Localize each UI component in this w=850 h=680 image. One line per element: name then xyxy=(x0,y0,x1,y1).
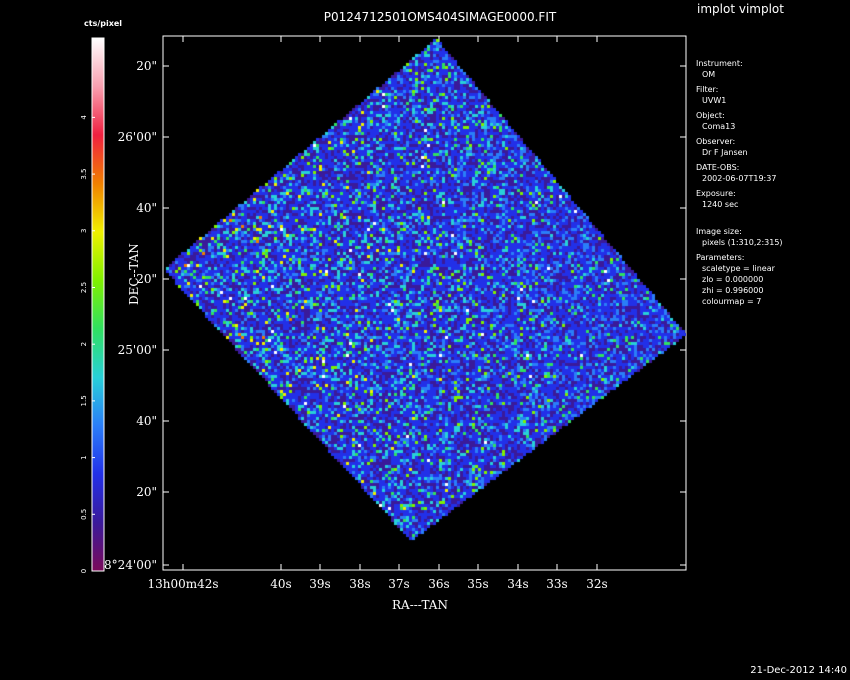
y-axis-label: DEC--TAN xyxy=(127,243,141,305)
metadata-value: colourmap = 7 xyxy=(702,297,762,306)
x-tick-label: 34s xyxy=(507,577,528,591)
x-tick-label: 35s xyxy=(467,577,488,591)
x-tick-label: 36s xyxy=(428,577,449,591)
colorbar-tick-label: 1.5 xyxy=(80,395,88,406)
metadata-key: Image size: xyxy=(696,227,742,236)
x-tick-label: 38s xyxy=(349,577,370,591)
metadata-entry: Observer: Dr F Jansen xyxy=(696,136,783,158)
x-tick-label: 40s xyxy=(270,577,291,591)
metadata-panel: Instrument: OM Filter: UVW1 Object: Coma13 Obs… xyxy=(696,58,783,311)
x-tick-label: 33s xyxy=(546,577,567,591)
metadata-value: UVW1 xyxy=(702,96,727,105)
y-tick-label: 20" xyxy=(136,485,157,499)
x-axis-label: RA---TAN xyxy=(392,598,448,612)
metadata-key: Exposure: xyxy=(696,189,736,198)
y-tick-label: 25'00" xyxy=(118,343,157,357)
metadata-value: 2002-06-07T19:37 xyxy=(702,174,777,183)
metadata-value: scaletype = linear xyxy=(702,264,775,273)
timestamp: 21-Dec-2012 14:40 xyxy=(750,665,847,676)
metadata-value: 1240 sec xyxy=(702,200,739,209)
metadata-value: zlo = 0.000000 xyxy=(702,275,764,284)
metadata-entry: Object: Coma13 xyxy=(696,110,783,132)
y-tick-label: 26'00" xyxy=(118,130,157,144)
metadata-entry: Parameters: scaletype = linear zlo = 0.000… xyxy=(696,252,783,307)
y-tick-label: 40" xyxy=(136,414,157,428)
y-tick-label: 8°24'00" xyxy=(104,558,157,572)
metadata-value: pixels (1:310,2:315) xyxy=(702,238,783,247)
colorbar: cts/pixel 0 0.5 1 1.5 2 2.5 3 3.5 4 xyxy=(80,19,122,573)
colorbar-tick-label: 3.5 xyxy=(80,169,88,180)
colorbar-gradient xyxy=(91,37,105,572)
colorbar-label: cts/pixel xyxy=(84,19,122,28)
metadata-entry: Exposure: 1240 sec xyxy=(696,188,783,210)
metadata-key: Instrument: xyxy=(696,59,743,68)
colorbar-tick-label: 0.5 xyxy=(80,509,88,520)
metadata-entry: DATE-OBS: 2002-06-07T19:37 xyxy=(696,162,783,184)
x-axis: 13h00m42s 40s 39s 38s 37s 36s 35s 34s 33s 32s xyxy=(147,36,608,591)
x-tick-label: 32s xyxy=(586,577,607,591)
colorbar-tick-label: 3 xyxy=(80,229,88,233)
chart-title: P0124712501OMS404SIMAGE0000.FIT xyxy=(323,10,557,24)
y-axis: 8°24'00" 20" 40" 25'00" 20" 40" 26'00" 20" xyxy=(104,59,686,572)
metadata-entry: Instrument: OM xyxy=(696,58,783,80)
colorbar-tick-label: 2.5 xyxy=(80,282,88,293)
metadata-value: Coma13 xyxy=(702,122,736,131)
colorbar-tick-label: 1 xyxy=(80,455,88,459)
metadata-entry: Filter: UVW1 xyxy=(696,84,783,106)
app-title: implot vimplot xyxy=(697,2,784,16)
metadata-entry: Image size: pixels (1:310,2:315) xyxy=(696,226,783,248)
sky-image xyxy=(163,36,686,570)
metadata-key: Observer: xyxy=(696,137,736,146)
metadata-key: Object: xyxy=(696,111,725,120)
y-tick-label: 20" xyxy=(136,272,157,286)
metadata-value: Dr F Jansen xyxy=(702,148,748,157)
x-tick-label: 37s xyxy=(388,577,409,591)
colorbar-tick-label: 0 xyxy=(80,569,88,573)
y-tick-label: 40" xyxy=(136,201,157,215)
x-tick-label: 39s xyxy=(309,577,330,591)
metadata-key: Parameters: xyxy=(696,253,745,262)
metadata-key: Filter: xyxy=(696,85,719,94)
y-tick-label: 20" xyxy=(136,59,157,73)
metadata-value: zhi = 0.996000 xyxy=(702,286,764,295)
x-tick-label: 13h00m42s xyxy=(147,577,218,591)
colorbar-tick-label: 2 xyxy=(80,342,88,346)
colorbar-tick-label: 4 xyxy=(80,115,88,120)
metadata-key: DATE-OBS: xyxy=(696,163,740,172)
metadata-value: OM xyxy=(702,70,716,79)
